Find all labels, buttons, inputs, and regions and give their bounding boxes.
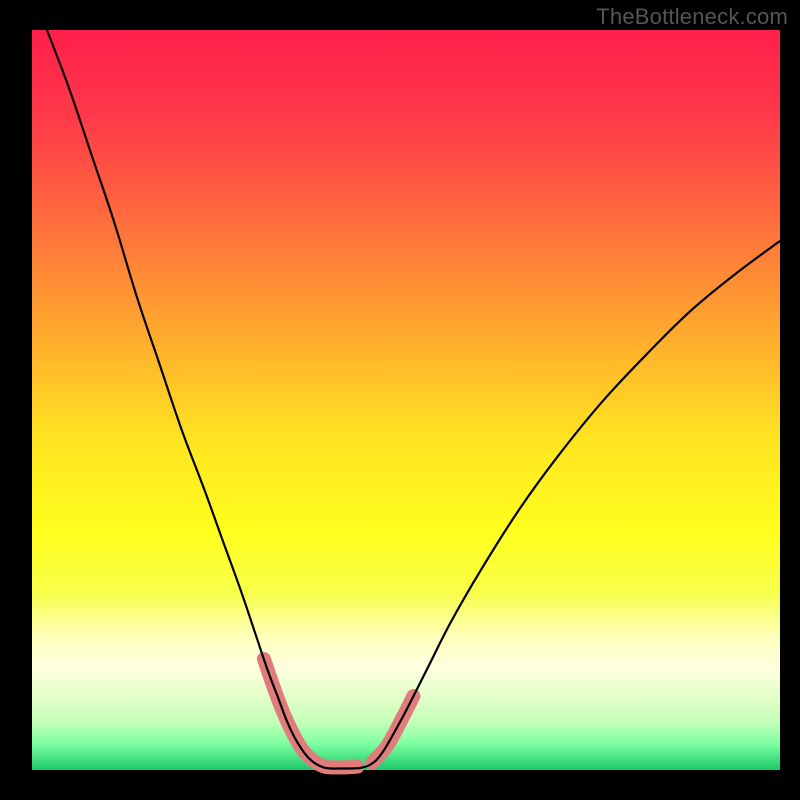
chart-container: TheBottleneck.com: [0, 0, 800, 800]
bottleneck-chart: [0, 0, 800, 800]
plot-background: [32, 30, 780, 770]
watermark-text: TheBottleneck.com: [596, 4, 788, 30]
